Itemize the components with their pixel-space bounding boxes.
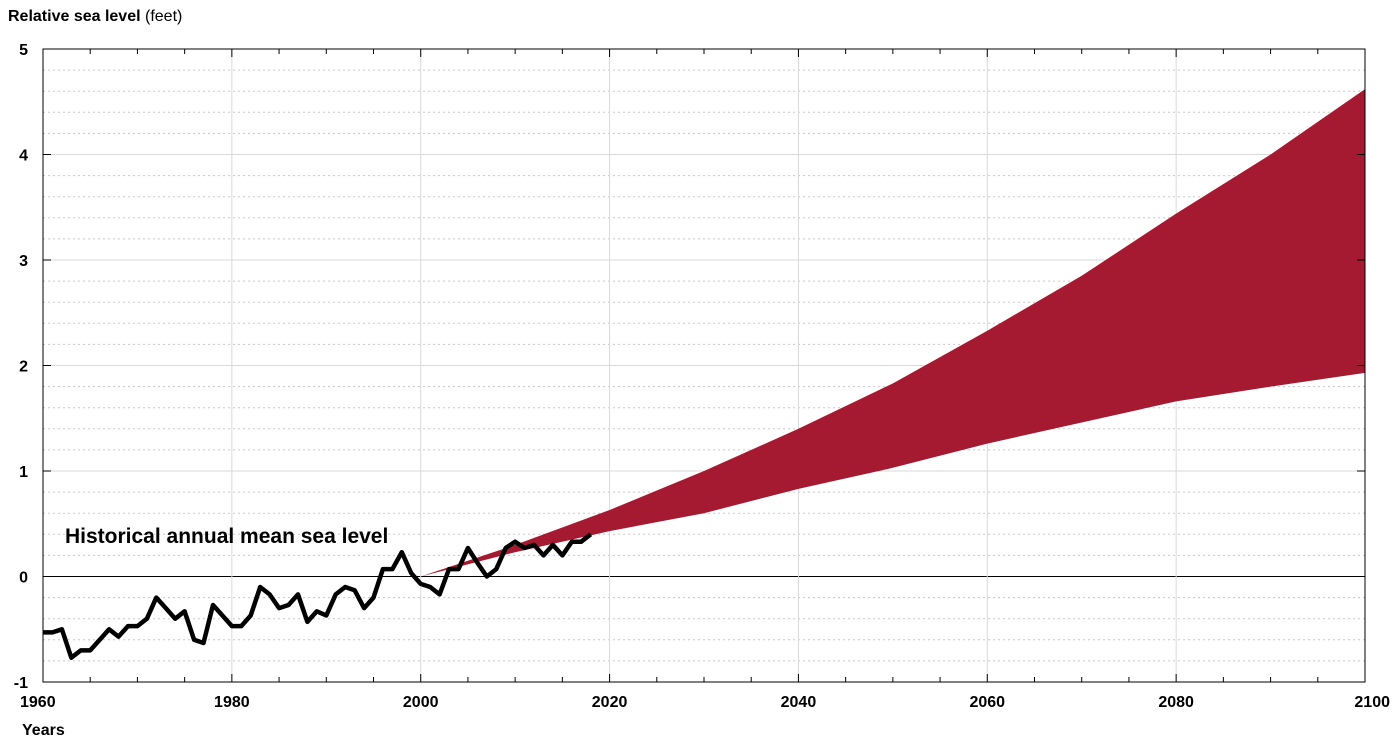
y-tick-label: 3 bbox=[19, 253, 28, 270]
historical-line bbox=[43, 532, 593, 660]
projection-band bbox=[420, 89, 1365, 577]
y-tick-label: 4 bbox=[19, 148, 28, 165]
y-axis-title: Relative sea level (feet) bbox=[8, 8, 182, 26]
x-tick-label: 2020 bbox=[592, 694, 628, 711]
y-tick-label: 1 bbox=[19, 464, 28, 481]
x-tick-label: 2080 bbox=[1158, 694, 1194, 711]
y-axis-title-unit: (feet) bbox=[140, 8, 183, 25]
x-tick-label: 2100 bbox=[1354, 694, 1390, 711]
historical-annotation: Historical annual mean sea level bbox=[65, 525, 388, 548]
x-tick-label: 2040 bbox=[781, 694, 817, 711]
x-tick-label: 1960 bbox=[20, 694, 56, 711]
y-tick-label: 5 bbox=[19, 42, 28, 59]
x-tick-label: 1980 bbox=[214, 694, 250, 711]
x-axis-title: Years bbox=[22, 722, 65, 739]
y-tick-label: 0 bbox=[19, 570, 28, 587]
x-tick-label: 2060 bbox=[969, 694, 1005, 711]
y-tick-label: 2 bbox=[19, 359, 28, 376]
y-axis-title-main: Relative sea level bbox=[8, 8, 141, 25]
x-tick-label: 2000 bbox=[403, 694, 439, 711]
y-tick-label: -1 bbox=[14, 675, 28, 692]
